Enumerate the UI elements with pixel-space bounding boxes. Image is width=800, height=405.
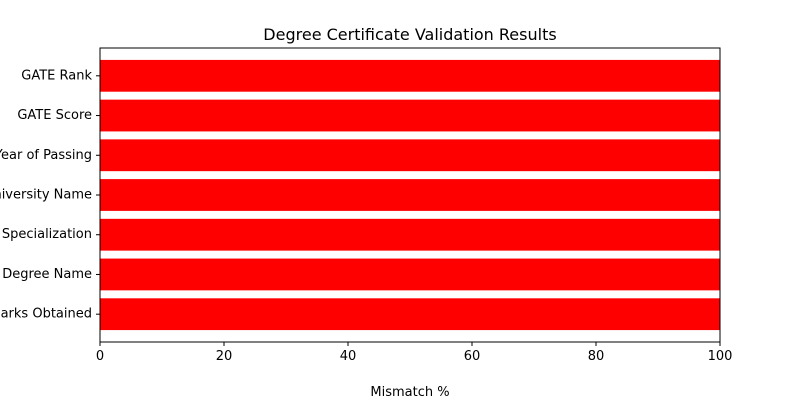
bar-gate-rank [100, 59, 720, 92]
y-tick-label: Marks Obtained [0, 307, 92, 322]
chart-title: Degree Certificate Validation Results [263, 25, 556, 44]
x-tick-label: 20 [216, 349, 233, 364]
x-tick-label: 0 [96, 349, 104, 364]
y-tick-label: Degree Name [2, 267, 92, 282]
bar-university-name [100, 179, 720, 211]
y-tick-label: University Name [0, 188, 92, 203]
y-tick-label: GATE Rank [21, 68, 92, 83]
x-axis-label: Mismatch % [370, 385, 449, 400]
y-axis: Marks Obtained Degree Name Specialization U… [0, 68, 100, 322]
y-tick-label: GATE Score [17, 108, 92, 123]
y-tick-label: Year of Passing [0, 148, 92, 163]
y-tick-label: Specialization [2, 227, 92, 242]
bar-specialization [100, 218, 720, 251]
bar-gate-score [100, 99, 720, 132]
bar-marks-obtained [100, 298, 720, 331]
x-tick-label: 100 [708, 349, 733, 364]
x-tick-label: 80 [588, 349, 605, 364]
bar-year-of-passing [100, 139, 720, 172]
x-tick-label: 60 [464, 349, 481, 364]
bar-degree-name [100, 258, 720, 291]
bars-group [100, 59, 720, 331]
x-axis: 0 20 40 60 80 100 [96, 342, 733, 364]
x-tick-label: 40 [340, 349, 357, 364]
